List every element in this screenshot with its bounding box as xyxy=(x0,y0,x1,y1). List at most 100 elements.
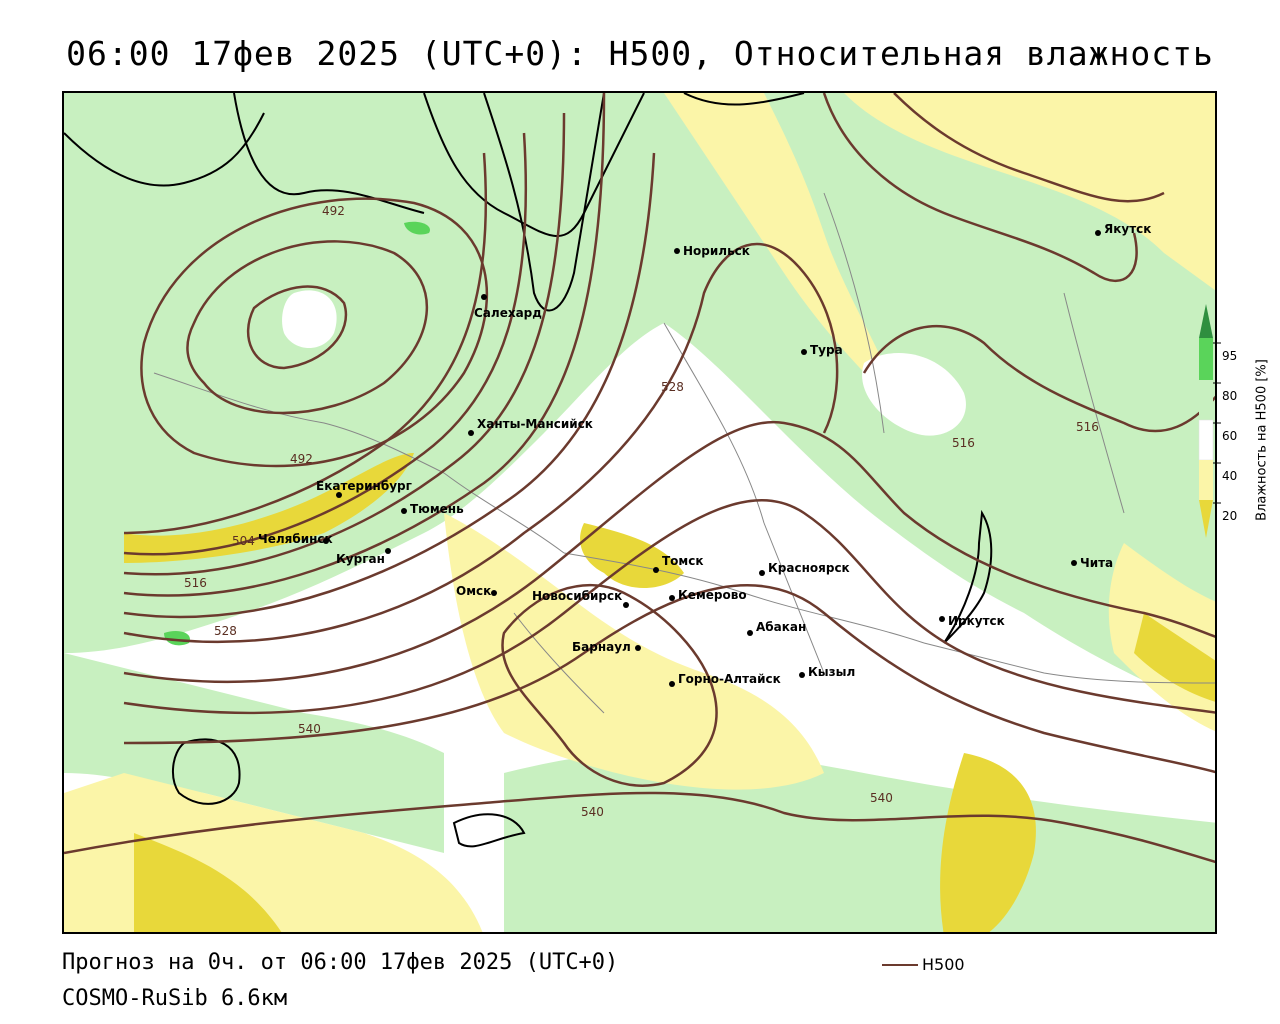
map-title: 06:00 17фев 2025 (UTC+0): H500, Относите… xyxy=(66,34,1214,73)
svg-text:Ханты-Мансийск: Ханты-Мансийск xyxy=(477,417,593,431)
cities: Салехард Норильск Якутск Тура Ханты-Манс… xyxy=(258,222,1151,687)
city-marker: Екатеринбург xyxy=(316,479,412,498)
colorbar-tick: 95 xyxy=(1222,349,1238,363)
rh-40-yellow-1 xyxy=(444,513,824,790)
city-marker: Абакан xyxy=(747,620,806,636)
svg-text:Томск: Томск xyxy=(662,554,704,568)
h500-isolines xyxy=(64,93,1215,864)
h500-contour xyxy=(123,242,839,644)
h500-contour xyxy=(822,93,1138,283)
yamal xyxy=(483,93,605,312)
rh-20-band-east xyxy=(1134,613,1215,702)
svg-text:Иркутск: Иркутск xyxy=(948,614,1005,628)
h500-contour xyxy=(123,499,1215,715)
isoline-label: 540 xyxy=(870,791,893,805)
humidity-colorbar xyxy=(1198,304,1221,538)
city-marker: Салехард xyxy=(474,294,542,320)
h500-contour xyxy=(64,791,1215,864)
rh-80-south xyxy=(64,653,444,853)
rh-20-southeast xyxy=(940,753,1036,932)
h500-contour xyxy=(123,132,528,556)
h500-contour xyxy=(186,240,429,415)
h500-contour xyxy=(123,112,566,576)
isoline-label: 516 xyxy=(952,436,975,450)
rh-95-spot-2 xyxy=(404,221,430,235)
svg-text:Кемерово: Кемерово xyxy=(678,588,747,602)
rh-20-band-ural xyxy=(124,453,414,563)
colorbar-segment-95 xyxy=(1199,338,1213,380)
baikal xyxy=(943,509,993,644)
svg-text:Новосибирск: Новосибирск xyxy=(532,589,622,603)
svg-text:Красноярск: Красноярск xyxy=(768,561,850,575)
colorbar-segment-40 xyxy=(1199,460,1213,500)
svg-text:Салехард: Салехард xyxy=(474,306,542,320)
h500-contour xyxy=(123,93,606,597)
colorbar-segment-60 xyxy=(1198,419,1214,461)
svg-text:Абакан: Абакан xyxy=(756,620,806,634)
city-marker: Новосибирск xyxy=(532,589,629,608)
rh-white-patch-1 xyxy=(282,290,337,348)
rh-80-southeast xyxy=(504,749,1215,932)
city-marker: Тюмень xyxy=(401,502,464,516)
h500-contour xyxy=(501,584,718,787)
city-marker: Тура xyxy=(801,343,843,357)
forecast-info: Прогноз на 0ч. от 06:00 17фев 2025 (UTC+… xyxy=(62,950,619,975)
city-marker: Ханты-Мансийск xyxy=(468,417,593,436)
svg-text:Норильск: Норильск xyxy=(683,244,750,258)
humidity-fill xyxy=(64,93,1215,932)
svg-text:Чита: Чита xyxy=(1080,556,1113,570)
city-marker: Чита xyxy=(1071,556,1113,570)
forecast-map: 492 492 504 516 528 528 516 516 540 540 … xyxy=(62,91,1217,934)
city-marker: Томск xyxy=(653,554,704,573)
colorbar-tick: 60 xyxy=(1222,429,1238,443)
isoline-label: 516 xyxy=(1076,420,1099,434)
city-marker: Кемерово xyxy=(669,588,747,602)
city-marker: Якутск xyxy=(1095,222,1151,236)
svg-text:Барнаул: Барнаул xyxy=(572,640,631,654)
city-marker: Норильск xyxy=(674,244,750,258)
h500-contour xyxy=(123,420,1215,683)
map-canvas: 492 492 504 516 528 528 516 516 540 540 … xyxy=(64,93,1215,932)
colorbar-title: Влажность на H500 [%] xyxy=(1254,359,1270,521)
isoline-label: 492 xyxy=(322,204,345,218)
rh-40-yellow-5 xyxy=(844,93,1215,291)
h500-contour xyxy=(123,584,1215,774)
svg-text:Челябинск: Челябинск xyxy=(258,532,333,546)
city-marker: Красноярск xyxy=(759,561,850,576)
h500-line-swatch xyxy=(882,963,918,966)
svg-text:Кызыл: Кызыл xyxy=(808,665,855,679)
isoline-label: 540 xyxy=(298,722,321,736)
city-marker: Барнаул xyxy=(572,640,641,654)
isoline-label: 504 xyxy=(232,534,255,548)
h500-contour xyxy=(123,152,488,535)
h500-line-legend: H500 xyxy=(882,955,965,974)
h500-contour xyxy=(893,93,1165,203)
city-marker: Омск xyxy=(456,584,497,598)
svg-text:Якутск: Якутск xyxy=(1104,222,1151,236)
h500-contour xyxy=(862,324,1215,433)
colorbar-top-triangle xyxy=(1199,304,1213,338)
rh-white-patch-2 xyxy=(862,353,966,436)
city-marker: Иркутск xyxy=(939,614,1005,628)
city-marker: Кызыл xyxy=(799,665,855,679)
svg-text:Горно-Алтайск: Горно-Алтайск xyxy=(678,672,781,686)
coastlines xyxy=(64,93,993,848)
isoline-label: 528 xyxy=(661,380,684,394)
svg-text:Екатеринбург: Екатеринбург xyxy=(316,479,412,493)
svg-text:Тюмень: Тюмень xyxy=(410,502,464,516)
rh-20-southwest xyxy=(134,833,282,932)
colorbar-tick: 20 xyxy=(1222,509,1238,523)
h500-contour xyxy=(140,197,489,468)
colorbar-tick: 80 xyxy=(1222,389,1238,403)
svg-text:Омск: Омск xyxy=(456,584,491,598)
city-marker: Горно-Алтайск xyxy=(669,672,781,687)
h500-line-label: H500 xyxy=(922,955,965,974)
h500-contour xyxy=(246,285,348,370)
city-marker: Курган xyxy=(336,548,391,566)
colorbar-bottom-triangle xyxy=(1199,500,1213,538)
isoline-label: 492 xyxy=(290,452,313,466)
svg-text:Тура: Тура xyxy=(810,343,843,357)
svg-text:Курган: Курган xyxy=(336,552,385,566)
isoline-label: 540 xyxy=(581,805,604,819)
colorbar-ticks: 95 80 60 40 20 xyxy=(1222,336,1237,536)
